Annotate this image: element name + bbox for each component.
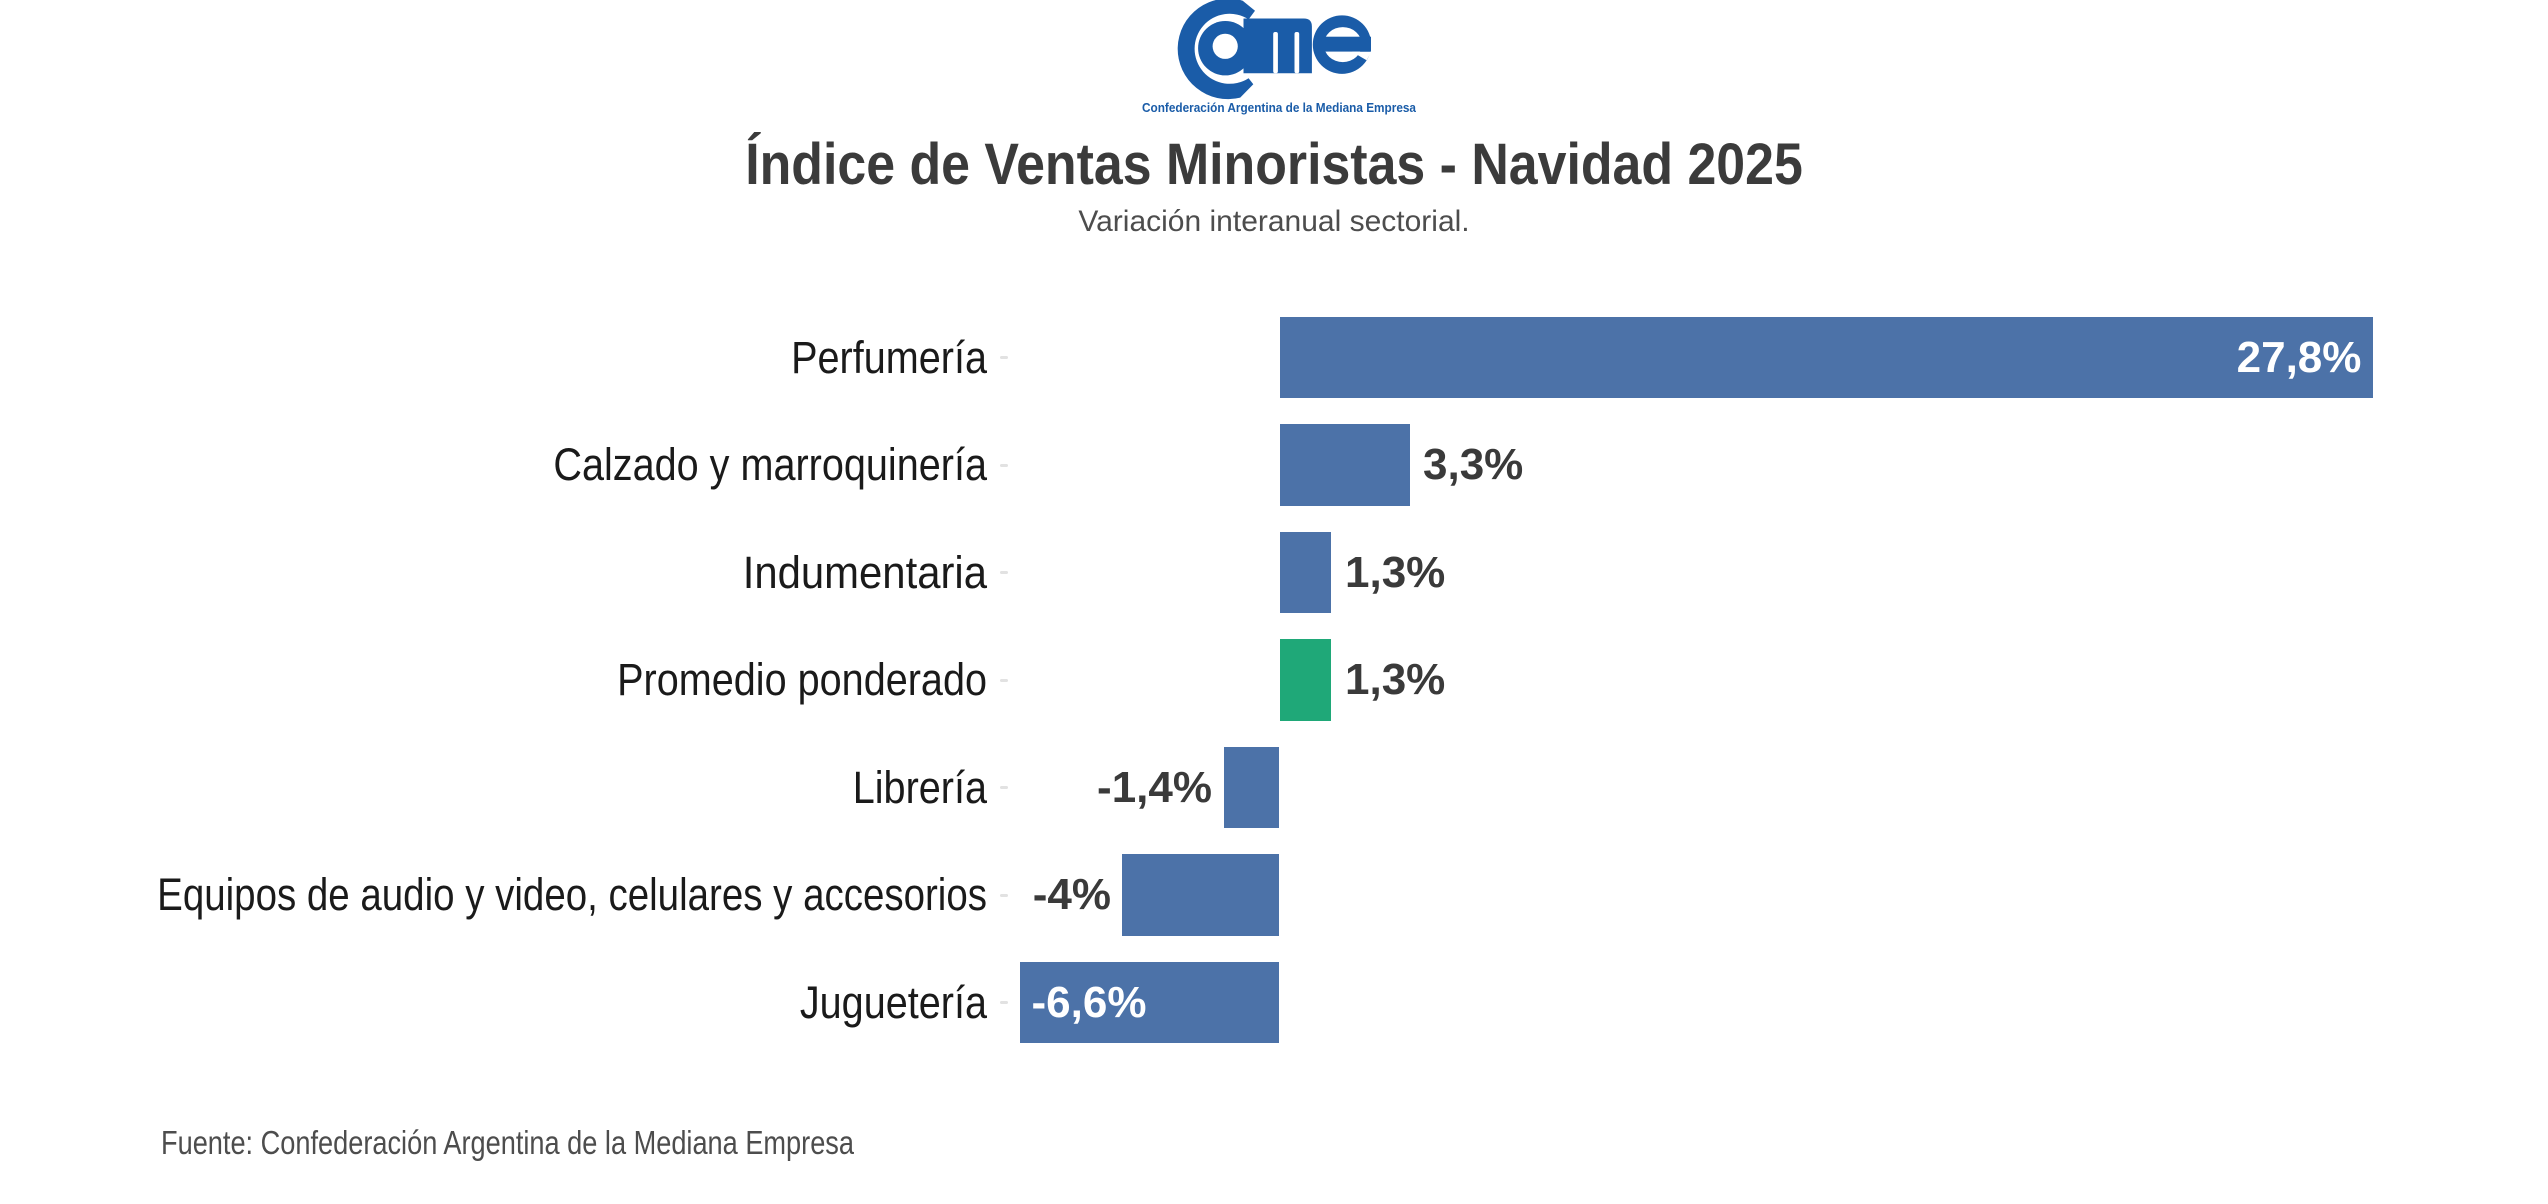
svg-text:Confederación Argentina de la: Confederación Argentina de la Mediana Em… [1142, 100, 1417, 115]
